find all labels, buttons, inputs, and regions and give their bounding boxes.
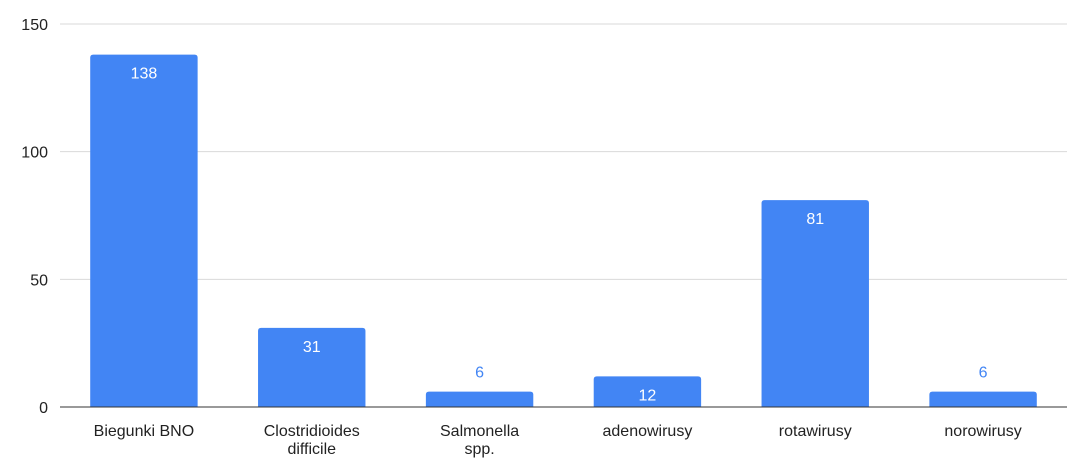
data-label: 31 — [303, 339, 321, 356]
x-category-label: spp. — [464, 441, 494, 458]
x-category-label: norowirusy — [944, 423, 1021, 440]
bar[interactable] — [90, 54, 198, 407]
y-tick-label: 150 — [21, 17, 48, 34]
data-label: 12 — [639, 387, 657, 404]
bar[interactable] — [929, 391, 1037, 407]
grid-lines — [60, 23, 1067, 280]
data-label: 6 — [979, 365, 988, 382]
y-tick-label: 50 — [30, 272, 48, 289]
x-category-label: adenowirusy — [603, 423, 693, 440]
data-label: 81 — [806, 211, 824, 228]
x-category-label: rotawirusy — [779, 423, 852, 440]
data-label: 138 — [131, 66, 158, 83]
bar[interactable] — [425, 391, 534, 407]
x-category-label: Biegunki BNO — [94, 423, 195, 440]
bars — [90, 54, 1037, 407]
bar[interactable] — [258, 327, 366, 407]
data-labels: 138 31 6 12 81 6 — [131, 66, 988, 405]
y-tick-label: 0 — [39, 400, 48, 417]
bar[interactable] — [593, 376, 702, 407]
bar[interactable] — [761, 200, 869, 407]
y-axis-ticks: 0 50 100 150 — [21, 17, 48, 417]
x-category-label: Salmonella — [440, 423, 519, 440]
data-label: 6 — [475, 365, 484, 382]
y-tick-label: 100 — [21, 145, 48, 162]
x-category-label: Clostridioides — [264, 423, 360, 440]
x-category-label: difficile — [287, 441, 336, 458]
